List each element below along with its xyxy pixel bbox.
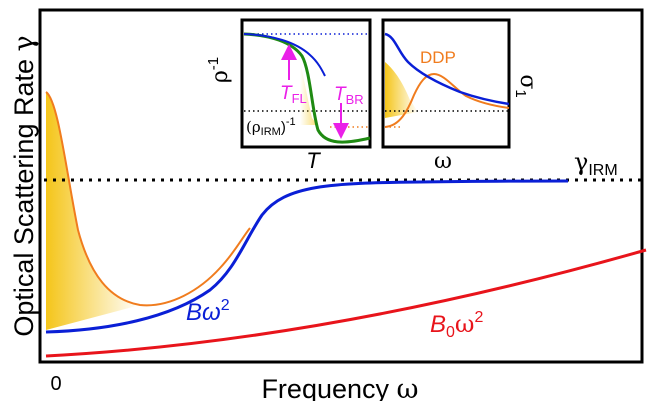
t-br-label: TBR [334,84,364,107]
gamma-irm-label: γIRM [574,148,618,179]
ddp-conductivity-curve [384,72,510,128]
right-inset-frame [381,18,511,149]
x-axis-label: Frequency ω [261,374,418,401]
t-fl-label: TFL [280,83,307,106]
left-inset-y-label: ρ-1 [205,57,233,83]
b-omega-squared-label: Bω2 [186,297,230,326]
right-inset-x-label: ω [434,149,452,174]
rho-irm-label: (ρIRM)-1 [246,116,296,138]
right-inset-y-label-group: σ1 [512,74,540,97]
main-plot-frame [38,8,644,364]
y-axis-label-group: Optical Scattering Rate γ [9,35,40,336]
left-inset: TFL TBR (ρIRM)-1 [240,18,372,149]
right-inset-blue-curve [384,32,510,106]
right-inset: DDP [381,18,511,149]
left-inset-green-curve [243,32,371,144]
low-frequency-shading [46,92,140,330]
ddp-label: DDP [420,48,456,67]
b0-omega-squared-curve [45,248,647,358]
left-inset-blue-curve [243,33,326,77]
x-origin-tick: 0 [50,373,61,395]
left-inset-y-label-group: ρ-1 [205,57,233,83]
y-axis-label: Optical Scattering Rate γ [9,35,40,336]
ddp-scattering-curve [45,91,251,307]
left-inset-x-label: T [306,148,321,173]
b0-omega-squared-label: B0ω2 [430,309,484,341]
left-inset-shading [300,60,318,125]
right-inset-y-label: σ1 [512,74,540,97]
b-omega-squared-curve [45,179,569,334]
